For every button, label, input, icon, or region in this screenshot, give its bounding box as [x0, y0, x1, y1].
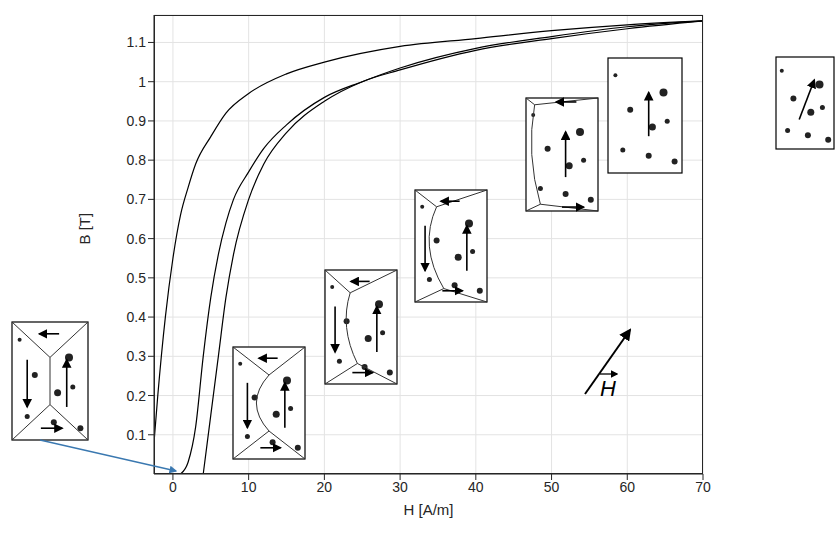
svg-text:0.5: 0.5 [127, 270, 147, 286]
svg-text:0.6: 0.6 [127, 231, 147, 247]
svg-text:0.3: 0.3 [127, 348, 147, 364]
svg-text:H: H [600, 376, 616, 401]
svg-text:30: 30 [392, 479, 408, 495]
svg-text:0.9: 0.9 [127, 113, 147, 129]
svg-text:1: 1 [138, 74, 146, 90]
svg-text:0.7: 0.7 [127, 191, 147, 207]
svg-text:70: 70 [695, 479, 711, 495]
svg-text:0.1: 0.1 [127, 427, 147, 443]
svg-text:0.4: 0.4 [127, 309, 147, 325]
svg-text:0.8: 0.8 [127, 152, 147, 168]
svg-text:50: 50 [544, 479, 560, 495]
svg-text:0: 0 [169, 479, 177, 495]
svg-text:10: 10 [241, 479, 257, 495]
svg-text:40: 40 [468, 479, 484, 495]
svg-text:H [A/m]: H [A/m] [403, 501, 453, 518]
svg-text:0.2: 0.2 [127, 388, 147, 404]
svg-text:60: 60 [619, 479, 635, 495]
svg-text:1.1: 1.1 [127, 34, 147, 50]
svg-text:B [T]: B [T] [76, 213, 93, 245]
svg-text:20: 20 [317, 479, 333, 495]
